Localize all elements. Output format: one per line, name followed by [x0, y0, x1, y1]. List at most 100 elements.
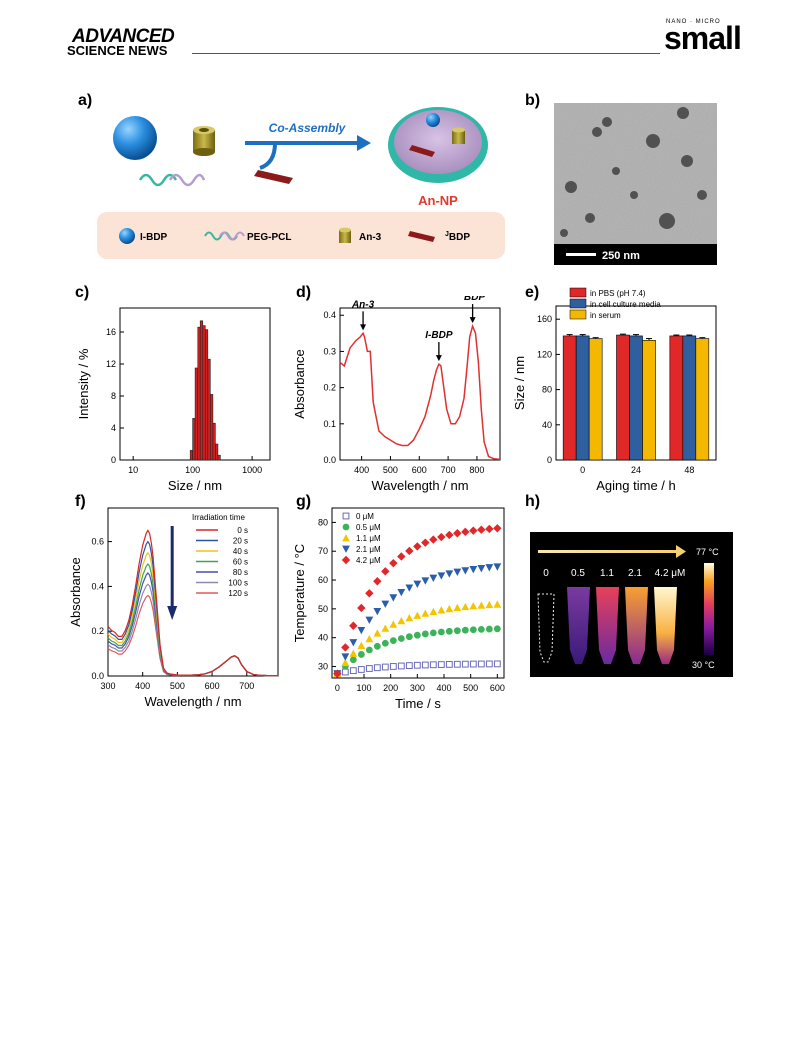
x-axis-label: Wavelength / nm	[371, 478, 468, 493]
temperature-arrow	[538, 550, 678, 553]
y-tick-label: 120	[537, 349, 552, 359]
histogram-bar	[207, 358, 211, 461]
data-point	[349, 667, 357, 675]
data-point	[365, 665, 373, 672]
tube-2-1	[625, 587, 648, 664]
y-tick-label: 0.2	[91, 626, 104, 636]
data-point	[461, 660, 469, 668]
y-tick-label: 0.4	[91, 581, 104, 591]
legend-label: 60 s	[233, 558, 248, 567]
x-tick-label: 48	[684, 465, 694, 475]
data-point	[461, 527, 470, 537]
data-point	[405, 633, 413, 641]
data-point	[469, 526, 478, 535]
spectrum-line	[107, 529, 278, 677]
panel-label-f: f)	[75, 493, 86, 510]
legend-i-bdp-label: I-BDP	[140, 232, 168, 243]
x-tick-label: 400	[135, 681, 150, 691]
data-point	[437, 532, 446, 542]
tube-4-2	[654, 587, 677, 664]
legend-label: 20 s	[233, 537, 248, 546]
data-point	[397, 616, 406, 625]
data-point	[477, 625, 485, 633]
y-tick-label: 16	[106, 327, 116, 337]
data-point	[405, 614, 414, 622]
legend-box	[97, 212, 505, 259]
y-tick-label: 0.0	[323, 455, 336, 465]
legend-label: in PBS (pH 7.4)	[590, 289, 646, 298]
y-tick-label: 80	[318, 517, 328, 527]
data-point	[421, 609, 430, 617]
data-point	[437, 606, 446, 614]
data-point	[381, 624, 390, 632]
data-point	[485, 660, 493, 668]
size-bar	[682, 335, 697, 461]
histogram-bar	[212, 422, 216, 461]
x-tick-label: 400	[436, 683, 451, 693]
data-point	[461, 602, 470, 611]
journal-name-science-news: SCIENCE NEWS	[67, 43, 168, 58]
legend-label: in serum	[590, 311, 621, 320]
data-point	[469, 660, 477, 668]
data-point	[469, 566, 478, 574]
legend-label: 4.2 μM	[356, 556, 381, 565]
data-point	[389, 637, 397, 645]
x-tick-label: 600	[490, 683, 505, 693]
x-axis-label: Time / s	[395, 696, 441, 710]
annotation-arrowhead	[360, 324, 367, 331]
co-assembly-label: Co-Assembly	[269, 121, 347, 135]
data-point	[357, 651, 365, 658]
data-point	[421, 630, 429, 638]
legend-i-bdp-icon	[119, 228, 135, 244]
data-point	[373, 664, 381, 672]
legend-an-3-label: An-3	[359, 232, 382, 243]
data-point	[493, 600, 502, 608]
data-point	[493, 625, 501, 633]
legend-swatch	[569, 298, 587, 309]
data-point	[437, 572, 446, 580]
conc-label-0-5: 0.5	[571, 568, 585, 579]
histogram-bar	[192, 418, 196, 461]
data-point	[405, 662, 413, 669]
legend-label: 100 s	[228, 579, 248, 588]
y-axis-label: Size / nm	[514, 356, 527, 410]
data-point	[453, 603, 462, 612]
panel-label-c: c)	[75, 284, 90, 301]
data-point	[373, 642, 381, 650]
panel-h-thermal-image: 77 °C 0 0.5 1.1 2.1 4.2 μM 30 °C	[530, 532, 733, 677]
data-point	[341, 643, 350, 652]
data-point	[413, 542, 422, 551]
chart-f-irradiation-spectra: Wavelength / nm Absorbance 300 400 500 600 700…	[70, 507, 279, 709]
data-point	[461, 567, 470, 575]
data-point	[349, 649, 358, 657]
y-axis-label: Absorbance	[70, 557, 83, 626]
histogram-bar	[204, 329, 209, 461]
size-bar	[695, 338, 710, 461]
legend-peg-pcl-label: PEG-PCL	[247, 232, 291, 243]
size-bar	[629, 335, 643, 461]
y-tick-label: 60	[318, 575, 328, 585]
data-point	[342, 545, 350, 553]
chart-c-size-distribution: Size / nm Intensity / % 10 100 1000 0 4 8 12 16	[76, 307, 271, 493]
chart-d-absorbance-spectrum: Wavelength / nm Absorbance 400 500 600 700 800…	[292, 296, 501, 493]
data-point	[429, 535, 438, 544]
data-point	[421, 577, 430, 585]
panel-label-g: g)	[296, 493, 312, 510]
scale-bar-label: 250 nm	[602, 250, 640, 262]
an-np-label: An-NP	[418, 193, 458, 208]
peg-pcl-coil-icon	[138, 173, 178, 187]
data-point	[389, 558, 398, 568]
an-3-cylinder-icon	[193, 126, 215, 156]
data-point	[365, 634, 374, 643]
data-point	[437, 661, 445, 668]
data-point	[357, 666, 365, 673]
an-np-nanoparticle-icon	[388, 107, 488, 183]
y-tick-label: 0.1	[323, 419, 336, 429]
data-point	[445, 604, 454, 613]
data-point	[341, 555, 351, 565]
journal-nano-micro: NANO · MICRO	[666, 19, 721, 25]
panel-label-h: h)	[525, 493, 541, 510]
x-tick-label: 100	[185, 465, 200, 475]
conc-label-2-1: 2.1	[628, 568, 642, 579]
y-tick-label: 0.2	[323, 383, 336, 393]
